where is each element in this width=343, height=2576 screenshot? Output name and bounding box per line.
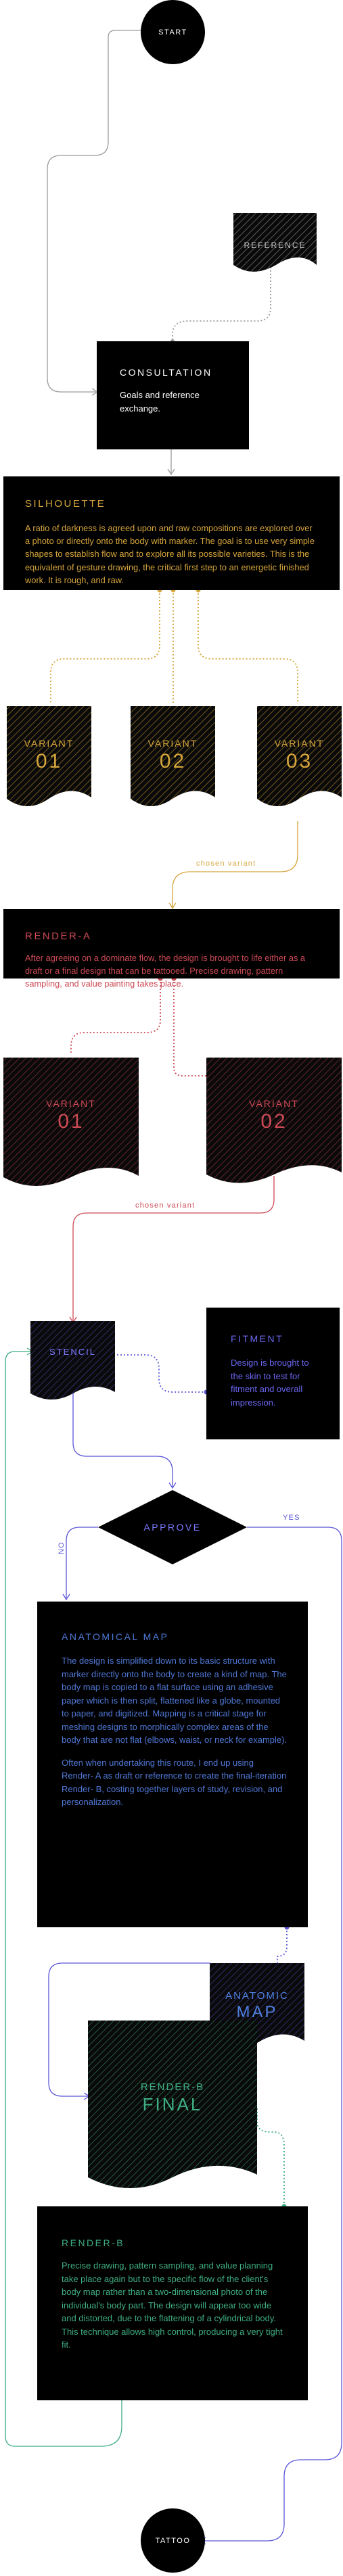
silhouette-title: SILHOUETTE — [25, 498, 106, 510]
reference-label: REFERENCE — [244, 241, 306, 250]
anatomical-map-title: ANATOMICAL MAP — [62, 1631, 169, 1642]
render-a-text: After agreeing on a dominate flow, the d… — [25, 953, 306, 989]
approve-yes-line — [202, 1527, 342, 2542]
render-b-final-doc-shape — [88, 2021, 257, 2188]
anatomical-map-to-doc-line — [277, 1927, 288, 1987]
stencil-to-fitment-line — [114, 1354, 206, 1393]
tattoo-label: TATTOO — [155, 2536, 191, 2545]
approve-yes-label: YES — [283, 1514, 300, 1522]
anatomic-map-doc-label: ANATOMIC MAP — [210, 1990, 304, 2022]
reference-doc-shape — [233, 213, 317, 272]
variant-number: 01 — [35, 750, 63, 772]
variant-02-to-stencil-line — [72, 1176, 275, 1321]
approve-diamond — [98, 1490, 247, 1564]
render-b-box: RENDER-B Precise drawing, pattern sampli… — [37, 2206, 308, 2400]
variant-label: VARIANT — [46, 1098, 96, 1109]
consultation-title: CONSULTATION — [120, 367, 212, 378]
fitment-title: FITMENT — [231, 1333, 284, 1344]
consultation-text: Goals and reference exchange. — [120, 390, 200, 414]
stencil-doc-shape — [30, 1321, 115, 1400]
variant-number: 03 — [285, 750, 313, 772]
start-label: START — [158, 28, 187, 36]
render-b-to-stencil-line — [5, 1351, 122, 2447]
variant-number: 02 — [159, 750, 187, 772]
render-b-final-to-render-b-line — [256, 2108, 285, 2203]
render-b-final-doc-label: RENDER-B FINAL — [88, 2081, 257, 2115]
silhouette-variant-01-doc-shape — [7, 706, 91, 806]
variant-label: VARIANT — [24, 738, 74, 749]
variant-label: VARIANT — [249, 1098, 299, 1109]
start-to-consultation-line — [47, 30, 141, 393]
render-b-final-line-2: FINAL — [142, 2094, 203, 2114]
render-a-variant-01: VARIANT 01 — [3, 1098, 139, 1133]
silhouette-to-variant-03-line — [198, 590, 298, 703]
silhouette-variant-02: VARIANT 02 — [131, 738, 215, 773]
variant-03-to-render-a-line — [172, 821, 298, 907]
render-a-to-variant-02-line — [173, 979, 210, 1076]
render-b-title: RENDER-B — [62, 2237, 125, 2248]
reference-to-consultation-line — [172, 267, 271, 341]
anatomical-map-text-1: The design is simplified down to its bas… — [62, 1656, 288, 1745]
variant-label: VARIANT — [147, 738, 198, 749]
silhouette-variant-01: VARIANT 01 — [7, 738, 91, 773]
consultation-box: CONSULTATION Goals and reference exchang… — [97, 341, 249, 449]
anatomic-map-line-1: ANATOMIC — [225, 1990, 289, 2002]
start-node: START — [141, 0, 205, 64]
silhouette-variant-02-doc-shape — [131, 706, 215, 806]
render-a-variant-01-doc-shape — [3, 1058, 139, 1186]
silhouette-to-variant-01-line — [50, 590, 160, 703]
chosen-variant-label-2: chosen variant — [135, 1202, 196, 1210]
approve-no-label: NO — [58, 1541, 66, 1554]
silhouette-variant-03-doc-shape — [257, 706, 342, 806]
variant-number: 02 — [260, 1110, 288, 1133]
render-b-final-line-1: RENDER-B — [140, 2081, 205, 2093]
approve-label: APPROVE — [143, 1522, 202, 1533]
variant-number: 01 — [58, 1110, 85, 1133]
render-b-text: Precise drawing, pattern sampling, and v… — [62, 2260, 283, 2350]
tattoo-node: TATTOO — [141, 2508, 205, 2573]
silhouette-text: A ratio of darkness is agreed upon and r… — [25, 523, 315, 585]
anatomical-map-box: ANATOMICAL MAP The design is simplified … — [37, 1602, 308, 1927]
silhouette-variant-03: VARIANT 03 — [257, 738, 342, 773]
anatomical-map-text-2: Often when undertaking this route, I end… — [62, 1757, 287, 1808]
render-a-title: RENDER-A — [25, 931, 92, 942]
anatomic-map-line-2: MAP — [236, 2003, 278, 2021]
approve-no-line — [66, 1527, 98, 1598]
stencil-label: STENCIL — [49, 1347, 96, 1357]
fitment-box: FITMENT Design is brought to the skin to… — [206, 1308, 340, 1439]
stencil-to-approve-line — [72, 1392, 173, 1487]
variant-label: VARIANT — [274, 738, 325, 749]
chosen-variant-label-1: chosen variant — [196, 860, 256, 868]
anatomic-map-to-render-b-final-line — [48, 1962, 210, 2097]
render-a-variant-02-doc-shape — [206, 1058, 342, 1183]
render-a-variant-02: VARIANT 02 — [206, 1098, 342, 1133]
silhouette-box: SILHOUETTE A ratio of darkness is agreed… — [3, 476, 340, 590]
render-a-box: RENDER-A After agreeing on a dominate fl… — [3, 909, 340, 989]
fitment-text: Design is brought to the skin to test fo… — [231, 1358, 309, 1408]
